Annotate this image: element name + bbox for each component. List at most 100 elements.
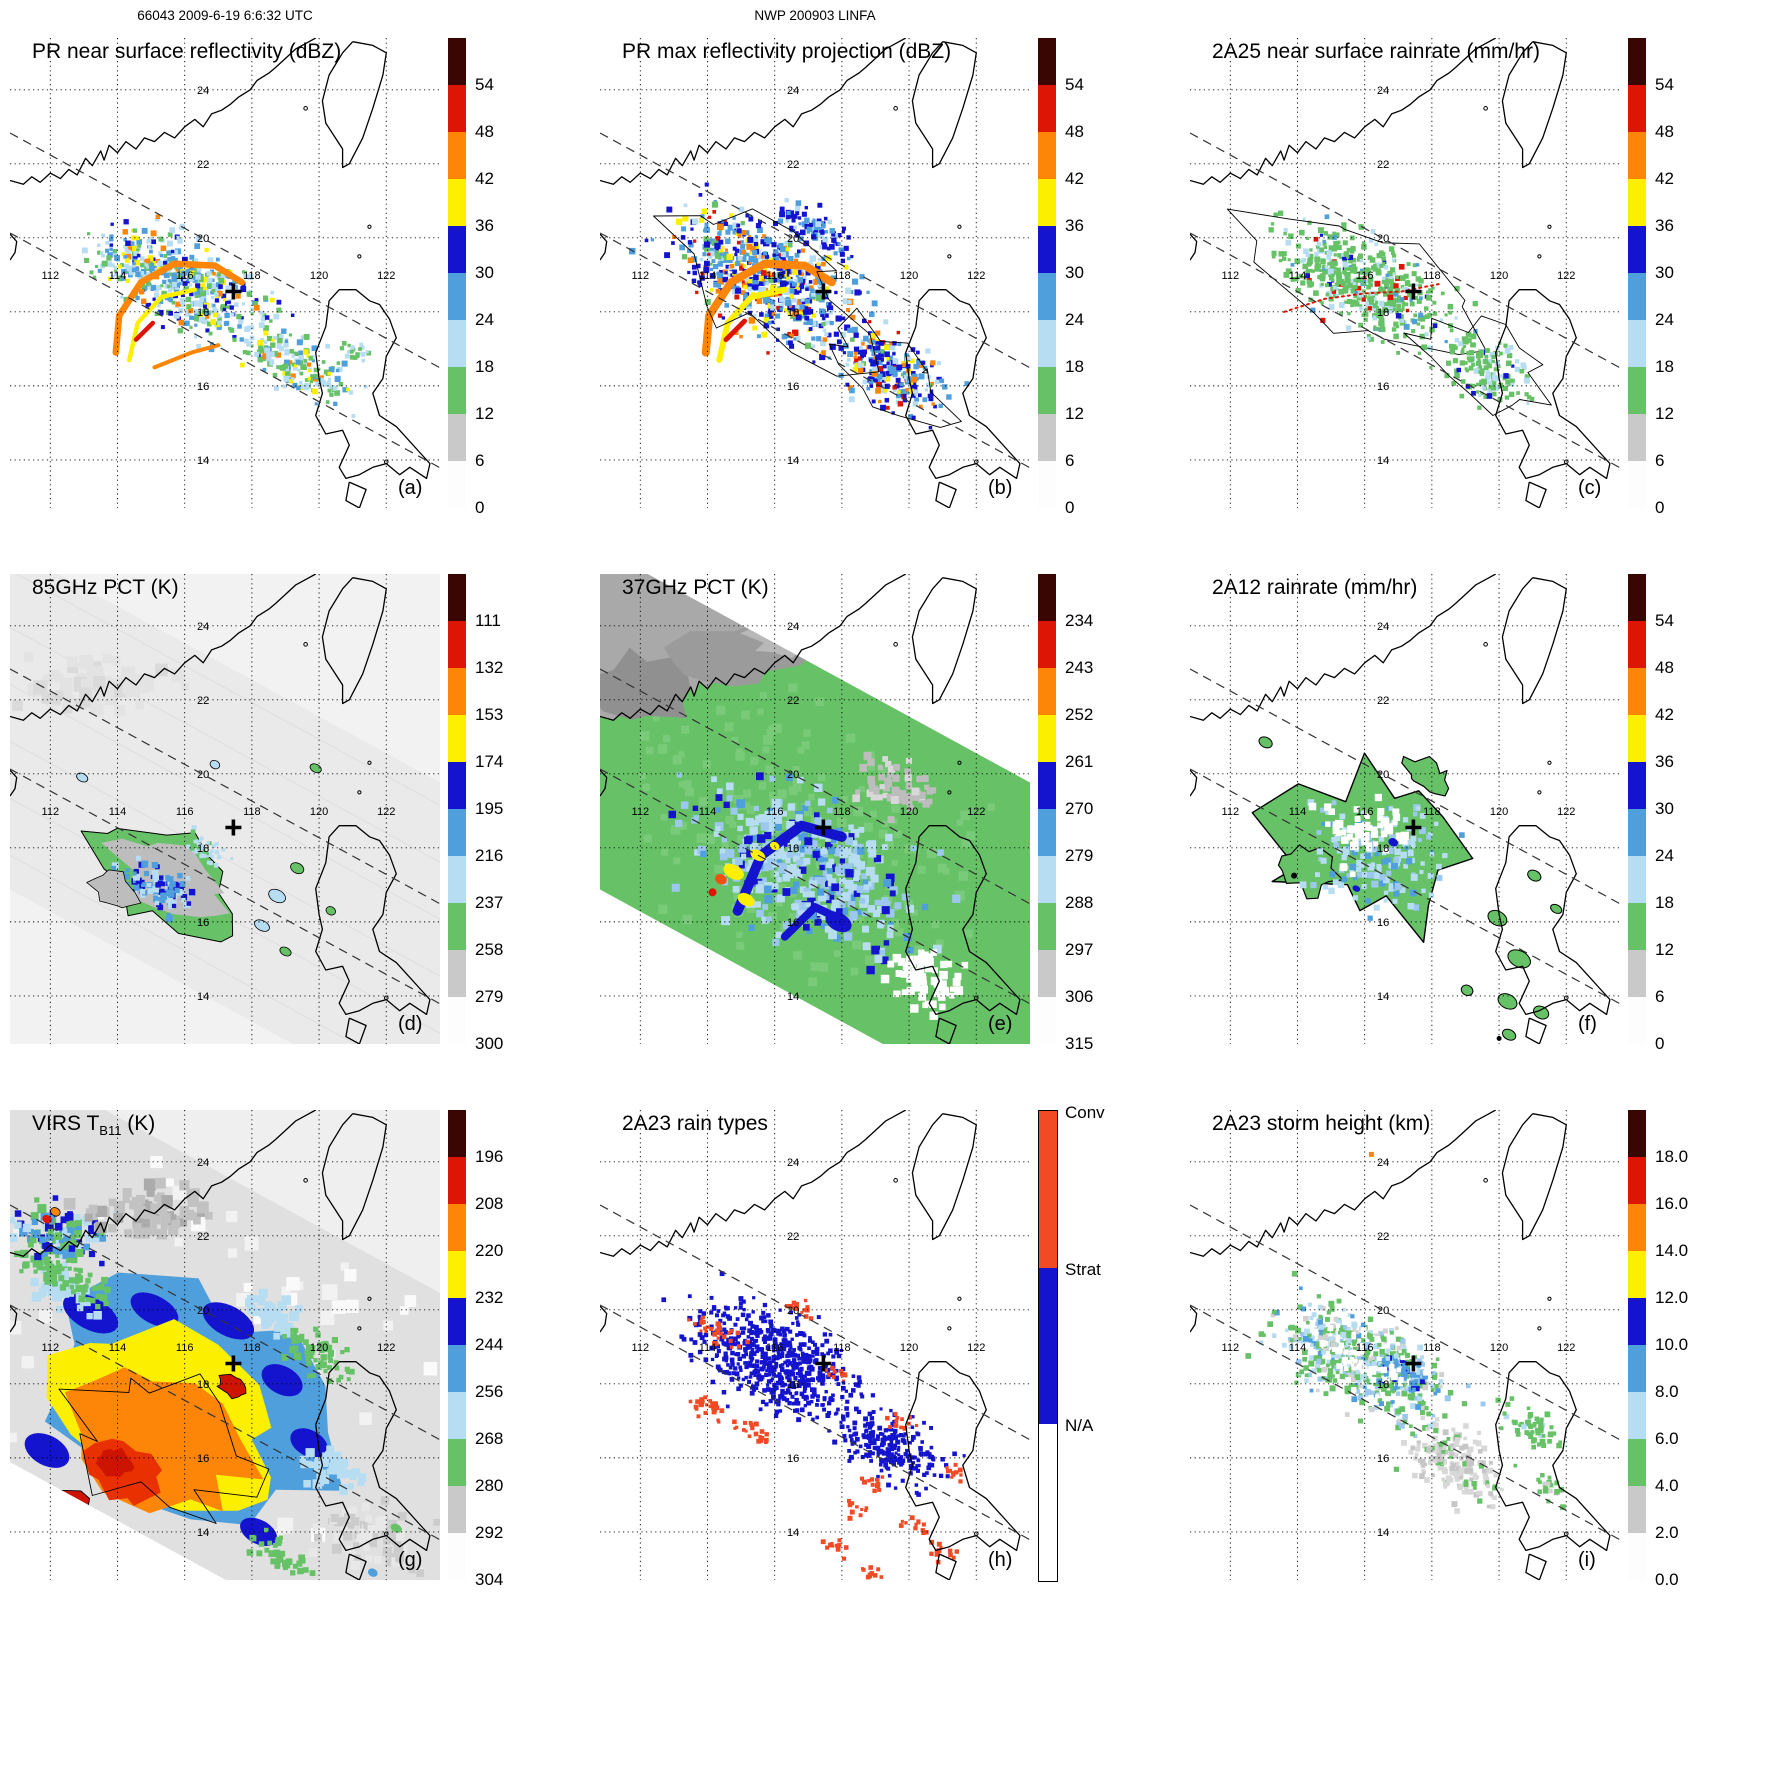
grid-label-lat: 20 [197,769,209,781]
colorbar-strip [448,1110,466,1580]
grid-label-lat: 22 [787,159,799,171]
colorbar-segment [1628,1345,1646,1392]
panel-letter: (g) [398,1549,422,1571]
colorbar-segment [1628,574,1646,621]
grid-label-lat: 24 [197,1157,209,1169]
colorbar-i: 18.0 16.0 14.0 12.0 10.0 8.0 6.0 4.0 2.0 0.0 [1628,1110,1748,1589]
colorbar-tick: 36 [1655,752,1674,771]
colorbar-segment [1628,226,1646,273]
colorbar-tick: 6 [475,451,485,470]
grid-label-lon: 122 [377,1342,395,1354]
grid-label-lat: 14 [787,1527,799,1539]
colorbar-segment [1628,809,1646,856]
colorbar-strip [448,38,466,508]
colorbar-tick: 12.0 [1655,1288,1689,1307]
panel-e: 112 114 116 118 120 122 14 16 18 20 22 24 (e) 37GHz P… [590,574,1180,1053]
colorbar-segment [1038,461,1056,508]
colorbar-tick: 6 [1655,451,1665,470]
orbit-timestamp-header: 66043 2009-6-19 6:6:32 UTC [137,8,313,23]
storm-center-marker [1405,1355,1422,1372]
map-a: 112 114 116 118 120 122 14 16 18 20 22 24 (a) [10,38,440,508]
colorbar-a: 54 48 42 36 30 24 18 12 6 0 [448,38,568,517]
panel-letter: (e) [988,1013,1012,1035]
colorbar-category-label: Conv [1065,1103,1105,1122]
grid-label-lat: 24 [787,621,799,633]
colorbar-strip [1038,574,1056,1044]
colorbar-segment [1038,320,1056,367]
colorbar-tick: 6.0 [1655,1429,1679,1448]
grid-label-lon: 112 [1222,1342,1240,1354]
storm-center-marker [1405,283,1422,300]
colorbar-strip [1038,1110,1058,1582]
colorbar-tick: 16.0 [1655,1194,1689,1213]
colorbar-segment [1628,1439,1646,1486]
colorbar-d: 111 132 153 174 195 216 237 258 279 300 [448,574,568,1053]
grid-label-lat: 20 [1377,769,1389,781]
colorbar-h: Conv Strat N/A [1038,1103,1158,1582]
colorbar-tick: 196 [475,1147,504,1166]
data-field [10,1110,440,1580]
panel-a: 112 114 116 118 120 122 14 16 18 20 22 24 (a) PR near… [0,38,590,517]
colorbar-segment [448,1157,466,1204]
colorbar-segment [448,1439,466,1486]
grid-label-lon: 116 [176,270,194,282]
panel-title: 2A12 rainrate (mm/hr) [1212,576,1418,599]
colorbar-segment [448,179,466,226]
colorbar-category-label: N/A [1065,1416,1094,1436]
colorbar-segment [1038,903,1056,950]
colorbar-segment [448,1345,466,1392]
panel-c: 112 114 116 118 120 122 14 16 18 20 22 24 (c) 2A25 ne… [1180,38,1770,517]
panel-b: 112 114 116 118 120 122 14 16 18 20 22 24 (b) PR max … [590,38,1180,517]
colorbar-strip [448,574,466,1044]
grid-label-lon: 112 [632,806,650,818]
colorbar-segment [1628,38,1646,85]
colorbar-segment [448,1533,466,1580]
coastlines [1190,38,1611,508]
grid-label-lat: 20 [1377,233,1389,245]
panel-title-text: (K) [121,1112,156,1135]
grid-label-lon: 120 [1490,1342,1508,1354]
colorbar-segment [448,1392,466,1439]
grid-label-lon: 122 [377,270,395,282]
colorbar-segment [1038,762,1056,809]
colorbar-strip [1628,574,1646,1044]
coastlines [10,574,431,1044]
grid-label-lat: 16 [1377,917,1389,929]
panel-title-subscript: B11 [99,1123,122,1138]
grid-label-lon: 116 [176,1342,194,1354]
grid-label-lat: 18 [787,1379,799,1391]
grid-label-lon: 114 [699,806,717,818]
panel-letter: (h) [988,1549,1012,1571]
grid-label-lat: 20 [197,1305,209,1317]
grid-label-lon: 112 [42,270,60,282]
colorbar-segment [448,809,466,856]
colorbar-tick: 195 [475,799,504,818]
storm-center-marker [225,819,242,836]
colorbar-tick: 0 [475,498,485,517]
colorbar-segment [448,621,466,668]
grid-label-lon: 118 [243,806,261,818]
panel-grid: 112 114 116 118 120 122 14 16 18 20 22 24 (a) PR near… [0,38,1770,1589]
colorbar-tick: 24 [1065,310,1084,329]
storm-center-marker [1405,819,1422,836]
grid-label-lat: 20 [1377,1305,1389,1317]
swath-edge-lines [10,1204,440,1541]
grid-label-lat: 22 [787,695,799,707]
colorbar-tick: 280 [475,1476,504,1495]
grid-label-lon: 114 [109,806,127,818]
colorbar-tick: 12 [1065,404,1084,423]
colorbar-tick: 24 [1655,846,1674,865]
colorbar-segment [1628,1298,1646,1345]
grid-label-lon: 120 [1490,806,1508,818]
colorbar-tick: 12 [1655,404,1674,423]
colorbar-tick: 36 [1655,216,1674,235]
colorbar-tick: 132 [475,658,504,677]
colorbar-tick: 304 [475,1570,504,1589]
data-field [1226,208,1552,416]
colorbar-category-label: Strat [1065,1259,1101,1279]
lat-lon-grid: 112 114 116 118 120 122 14 16 18 20 22 24 [600,38,1030,508]
colorbar-segment [448,762,466,809]
colorbar-tick: 54 [1655,75,1674,94]
colorbar-segment [448,226,466,273]
colorbar-tick: 18 [1655,893,1674,912]
